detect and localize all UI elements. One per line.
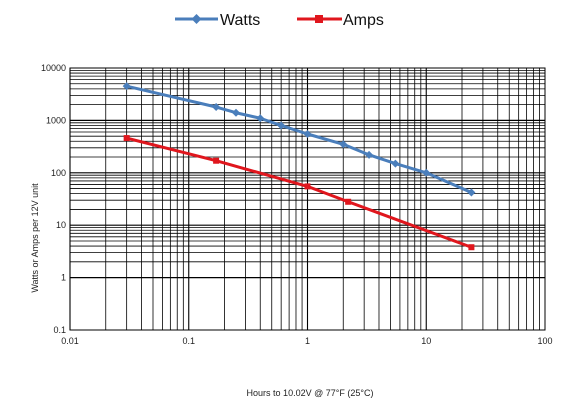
series-amps-point xyxy=(123,135,130,142)
series-amps-point xyxy=(213,157,220,164)
x-axis-label: Hours to 10.02V @ 77°F (25°C) xyxy=(247,388,374,398)
series-watts-line xyxy=(126,84,473,194)
y-tick-label: 10000 xyxy=(41,63,66,73)
series-amps-line xyxy=(126,136,472,249)
y-tick-label: 100 xyxy=(51,168,66,178)
series-watts-point xyxy=(256,114,265,123)
series-watts-point xyxy=(391,159,400,168)
series-watts-point xyxy=(339,140,348,149)
series-watts-point xyxy=(232,108,241,117)
legend-item-watts: Watts xyxy=(175,12,260,29)
legend-watts-marker xyxy=(191,14,202,24)
x-tick-label: 10 xyxy=(421,336,431,346)
series-watts-point xyxy=(122,82,131,91)
x-tick-label: 1 xyxy=(305,336,310,346)
legend-amps-label: Amps xyxy=(343,12,384,29)
y-tick-label: 0.1 xyxy=(53,325,66,335)
y-axis-label: Watts or Amps per 12V unit xyxy=(30,183,40,293)
series-amps-point xyxy=(468,244,475,251)
legend: Watts Amps xyxy=(175,12,384,29)
legend-item-amps: Amps xyxy=(297,12,384,29)
x-tick-label: 100 xyxy=(537,336,552,346)
series-watts-point xyxy=(277,121,286,130)
series-watts-point xyxy=(212,103,221,112)
plot-frame xyxy=(69,67,546,331)
series-layer xyxy=(122,82,476,251)
grid xyxy=(69,68,545,330)
x-tick-label: 0.01 xyxy=(61,336,79,346)
series-watts-point xyxy=(422,168,431,177)
series-watts-point xyxy=(303,130,312,139)
series-watts-point xyxy=(365,150,374,159)
series-amps-point xyxy=(304,183,311,190)
legend-watts-label: Watts xyxy=(220,12,260,29)
y-tick-label: 1000 xyxy=(46,115,66,125)
series-amps-point xyxy=(345,198,352,205)
x-tick-labels: 0.01 0.1 1 10 100 xyxy=(61,336,552,346)
x-tick-label: 0.1 xyxy=(182,336,195,346)
y-tick-labels: 10000 1000 100 10 1 0.1 xyxy=(41,63,66,335)
series-watts-point xyxy=(467,188,476,197)
y-tick-label: 1 xyxy=(61,273,66,283)
legend-amps-marker xyxy=(315,15,323,23)
y-tick-label: 10 xyxy=(56,220,66,230)
